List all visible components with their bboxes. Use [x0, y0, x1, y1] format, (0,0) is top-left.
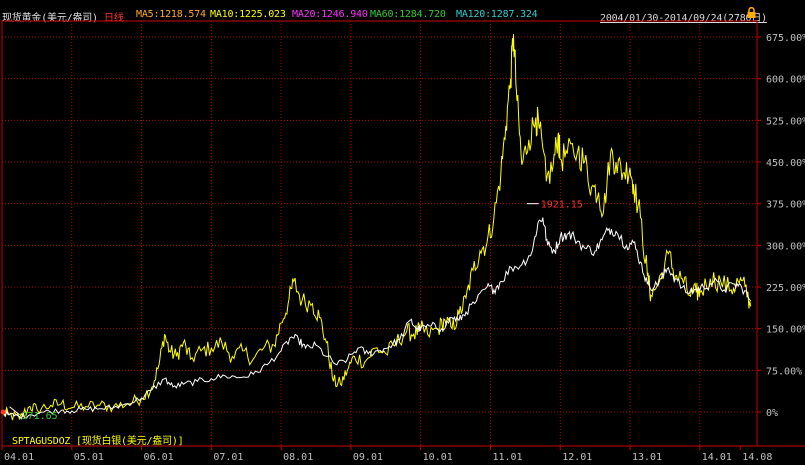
x-tick-label: 08.01 [283, 452, 313, 463]
x-tick-label: 14.01 [702, 452, 732, 463]
series-line [1, 217, 752, 420]
y-tick-label: 375.00% [766, 200, 805, 211]
y-tick-label: 300.00% [766, 241, 805, 252]
period-label: 日线 [104, 13, 124, 24]
x-tick-label: 12.01 [562, 452, 592, 463]
y-tick-label: 600.00% [766, 75, 805, 86]
start-marker [0, 409, 6, 415]
y-tick-label: 675.00% [766, 33, 805, 44]
ma10-label: MA10:1225.023 [210, 9, 286, 20]
date-range[interactable]: 2004/01/30-2014/09/24(2780日) [600, 13, 767, 24]
x-tick-label: 07.01 [213, 452, 243, 463]
x-tick-label: 14.08 [742, 452, 772, 463]
overlay-series-label: SPTAGUSDOZ [现货白银(美元/盎司)] [12, 436, 184, 447]
x-tick-label: 09.01 [353, 452, 383, 463]
y-tick-label: 0% [766, 408, 778, 419]
x-tick-label: 06.01 [144, 452, 174, 463]
annotation-label: 371.65 [22, 411, 58, 422]
x-tick-label: 11.01 [492, 452, 522, 463]
ma60-label: MA60:1284.720 [370, 9, 446, 20]
y-tick-label: 75.00% [766, 366, 802, 377]
ma120-label: MA120:1287.324 [456, 9, 538, 20]
x-tick-label: 04.01 [4, 452, 34, 463]
series-line [1, 34, 752, 421]
ma5-label: MA5:1218.574 [136, 9, 206, 20]
lock-icon[interactable] [746, 7, 757, 19]
x-tick-label: 10.01 [423, 452, 453, 463]
x-tick-label: 05.01 [74, 452, 104, 463]
y-tick-label: 450.00% [766, 158, 805, 169]
y-tick-label: 150.00% [766, 325, 805, 336]
annotation-label: 1921.15 [541, 200, 583, 211]
y-tick-label: 225.00% [766, 283, 805, 294]
plot-frame [1, 20, 758, 447]
x-tick-label: 13.01 [632, 452, 662, 463]
instrument-title: 现货黄金(美元/盎司) [2, 13, 98, 24]
annotation-leader [9, 406, 20, 416]
y-tick-label: 525.00% [766, 116, 805, 127]
ma20-label: MA20:1246.940 [292, 9, 368, 20]
